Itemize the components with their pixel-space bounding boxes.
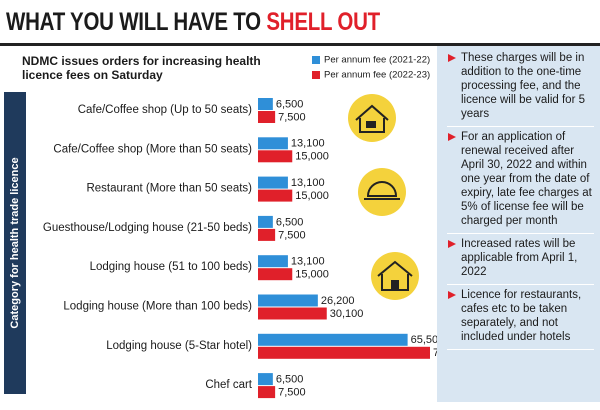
category-label: Cafe/Coffee shop (More than 50 seats): [53, 143, 252, 155]
notes-panel: These charges will be in addition to the…: [437, 46, 600, 402]
value-label: 13,100: [291, 177, 325, 189]
value-label: 13,100: [291, 256, 325, 268]
bar: [258, 268, 293, 281]
value-label: 6,500: [276, 98, 304, 110]
value-label: 30,100: [330, 308, 364, 320]
bar: [258, 373, 273, 386]
bar: [258, 137, 288, 150]
bar: [258, 176, 288, 189]
note: Increased rates will be applicable from …: [447, 234, 594, 285]
bar: [258, 255, 288, 268]
y-label-strip: [4, 92, 26, 394]
icon-cafe: [348, 94, 396, 142]
header-rule: [0, 43, 600, 46]
category-label: Lodging house (5-Star hotel): [106, 340, 252, 352]
headline-highlight: SHELL OUT: [266, 8, 380, 36]
value-label: 15,000: [295, 190, 329, 202]
bar: [258, 333, 408, 346]
bar: [258, 189, 293, 202]
note: These charges will be in addition to the…: [447, 48, 594, 127]
chart: Category for health trade licence Per an…: [4, 55, 437, 399]
value-label: 13,100: [291, 138, 325, 150]
value-label: 6,500: [276, 374, 304, 386]
bar: [258, 215, 273, 228]
value-label: 15,000: [295, 151, 329, 163]
bar: [258, 307, 327, 320]
chart-title: NDMC issues orders for increasing health…: [22, 54, 261, 82]
legend-label: Per annum fee (2021-22): [324, 55, 430, 66]
value-label: 15,000: [295, 269, 329, 281]
category-label: Chef cart: [205, 379, 252, 391]
value-label: 7,500: [278, 387, 306, 399]
category-label: Lodging house (More than 100 beds): [63, 301, 252, 313]
bar: [258, 150, 293, 163]
headline: WHAT YOU WILL HAVE TO SHELL OUT: [6, 8, 380, 37]
y-axis-label: Category for health trade licence: [9, 157, 21, 328]
legend-label: Per annum fee (2022-23): [324, 70, 430, 81]
category-label: Guesthouse/Lodging house (21-50 beds): [43, 222, 252, 234]
bar: [258, 111, 276, 123]
bar: [258, 98, 273, 110]
value-label: 6,500: [276, 216, 304, 228]
note: For an application of renewal received a…: [447, 127, 594, 234]
legend-swatch: [312, 71, 320, 79]
bar: [258, 228, 276, 241]
value-label: 7,500: [278, 111, 306, 123]
headline-text: WHAT YOU WILL HAVE TO: [6, 8, 261, 36]
bar: [258, 294, 318, 307]
value-label: 65,500: [411, 334, 437, 346]
bar: [258, 386, 276, 399]
bar: [258, 346, 430, 359]
value-label: 26,200: [321, 295, 355, 307]
category-label: Restaurant (More than 50 seats): [86, 183, 252, 195]
value-label: 75,300: [433, 347, 437, 359]
icon-restaurant: [358, 168, 406, 216]
value-label: 7,500: [278, 229, 306, 241]
category-label: Lodging house (51 to 100 beds): [90, 261, 253, 273]
legend-swatch: [312, 56, 320, 64]
note: Licence for restaurants, cafes etc to be…: [447, 285, 594, 350]
icon-house: [371, 252, 419, 300]
category-label: Cafe/Coffee shop (Up to 50 seats): [78, 104, 252, 116]
